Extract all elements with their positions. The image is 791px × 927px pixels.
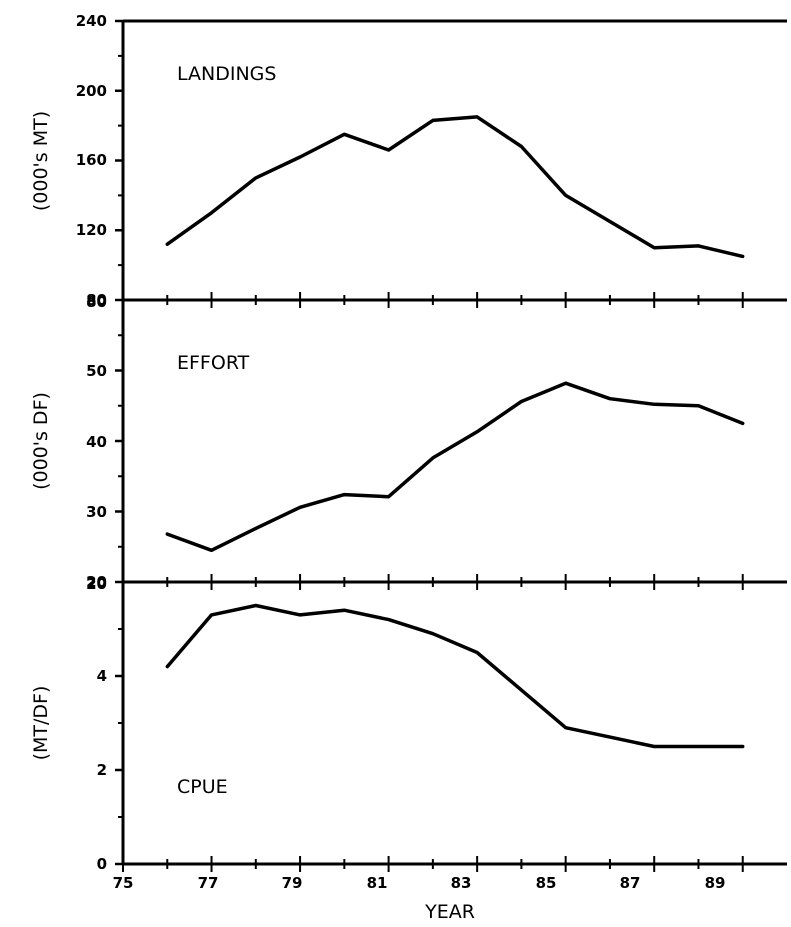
x-tick-label: 79 <box>282 874 303 892</box>
y-tick-label: 40 <box>86 433 107 451</box>
y-tick-label: 4 <box>97 667 107 685</box>
x-tick-label: 83 <box>451 874 472 892</box>
y-tick-label: 20 <box>86 573 107 591</box>
x-axis-title: YEAR <box>424 901 475 923</box>
y-tick-label: 80 <box>86 293 107 311</box>
series-line-landings <box>165 115 745 259</box>
plot-area-cpue <box>115 580 787 872</box>
x-tick-label: 75 <box>113 874 134 892</box>
y-tick-label: 0 <box>97 855 107 873</box>
y-axis-title-cpue: (MT/DF) <box>30 686 52 761</box>
y-tick-label: 50 <box>86 362 107 380</box>
panel-label-effort: EFFORT <box>177 352 250 374</box>
y-tick-label: 20 <box>86 575 107 593</box>
y-tick-label: 120 <box>76 221 107 239</box>
panel-label-landings: LANDINGS <box>177 63 276 85</box>
y-axis-title-effort: (000's DF) <box>30 392 52 490</box>
y-tick-label: 2 <box>97 761 107 779</box>
x-tick-label: 77 <box>198 874 219 892</box>
series-line-cpue <box>165 603 745 749</box>
panel-cpue: CPUE (MT/DF) 0 2 4 20 <box>30 575 787 873</box>
x-tick-label: 85 <box>536 874 557 892</box>
x-axis: 75 77 79 81 83 85 87 89 YEAR <box>113 874 726 923</box>
y-tick-label: 30 <box>86 503 107 521</box>
y-tick-label: 200 <box>76 82 107 100</box>
series-line-effort <box>165 381 745 553</box>
x-tick-label: 87 <box>620 874 641 892</box>
y-tick-label: 240 <box>76 12 107 30</box>
y-tick-label: 80 <box>86 291 107 309</box>
plot-area-effort <box>115 298 787 584</box>
panel-landings: LANDINGS (000's MT) 80 120 160 200 240 <box>30 12 787 309</box>
x-tick-label: 81 <box>367 874 388 892</box>
y-axis-title-landings: (000's MT) <box>30 111 52 211</box>
panel-effort: EFFORT (000's DF) 20 30 40 50 80 <box>30 293 787 591</box>
x-tick-label: 89 <box>705 874 726 892</box>
panel-label-cpue: CPUE <box>177 776 228 798</box>
y-tick-label: 160 <box>76 151 107 169</box>
